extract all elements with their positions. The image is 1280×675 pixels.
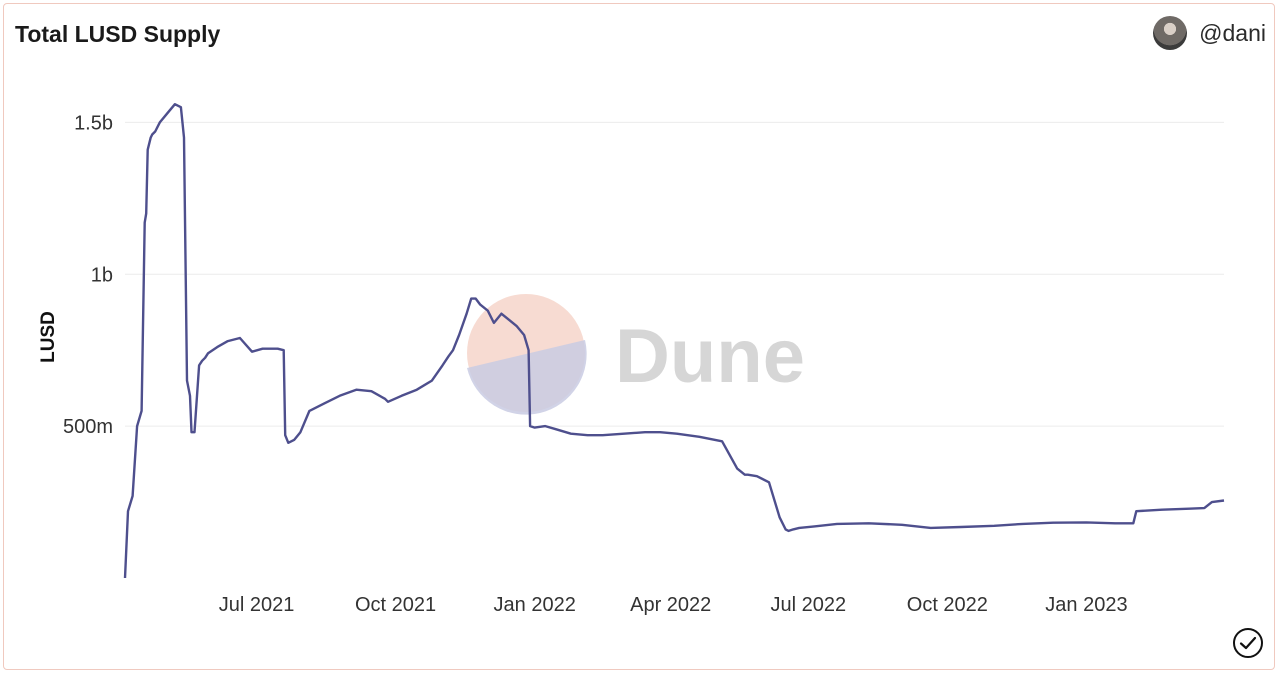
chart-card	[3, 3, 1275, 670]
x-tick-label: Jul 2021	[219, 594, 295, 616]
series-line	[123, 103, 1225, 579]
author-handle[interactable]: @dani	[1199, 19, 1266, 46]
dune-watermark: Dune	[467, 294, 805, 415]
chart-title: Total LUSD Supply	[15, 21, 221, 47]
watermark-text: Dune	[615, 314, 805, 399]
watermark-circle-lower	[467, 340, 587, 415]
check-circle-icon[interactable]	[1232, 627, 1264, 659]
x-tick-label: Jul 2022	[770, 594, 846, 616]
x-tick-label: Oct 2021	[355, 594, 436, 616]
x-tick-label: Oct 2022	[907, 594, 988, 616]
x-tick-label: Jan 2023	[1045, 594, 1127, 616]
x-tick-label: Apr 2022	[630, 594, 711, 616]
y-axis-label: LUSD	[38, 311, 59, 363]
y-tick-label: 1.5b	[74, 112, 113, 134]
y-tick-label: 1b	[91, 264, 113, 286]
y-tick-label: 500m	[63, 416, 113, 438]
user-avatar[interactable]	[1153, 16, 1188, 50]
author-badge[interactable]: @dani	[1153, 16, 1266, 50]
x-tick-label: Jan 2022	[494, 594, 576, 616]
